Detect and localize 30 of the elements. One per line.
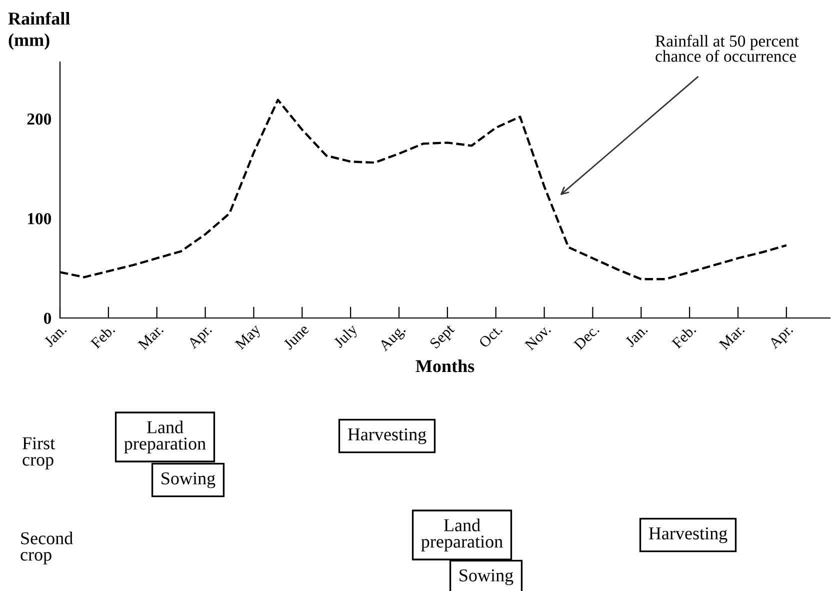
y-tick-label: 100 bbox=[28, 213, 52, 224]
x-tick-label: Aug. bbox=[378, 324, 408, 354]
x-tick-label: Jan. bbox=[624, 324, 648, 348]
x-tick-label: Feb. bbox=[670, 324, 696, 350]
text: Land preparation bbox=[124, 420, 206, 454]
text: Second crop bbox=[20, 532, 73, 564]
x-tick-label: July bbox=[332, 322, 360, 350]
text: Harvesting bbox=[348, 428, 426, 444]
x-tick-label: Feb. bbox=[90, 324, 116, 350]
y-tick-label: 0 bbox=[44, 312, 52, 324]
x-tick-label: Dec. bbox=[573, 324, 600, 350]
x-tick-label: Mar. bbox=[718, 324, 745, 350]
x-tick-label: Sept bbox=[429, 323, 458, 352]
x-tick-label: Apr. bbox=[186, 324, 214, 352]
x-axis-title: Months bbox=[416, 360, 474, 372]
x-tick-label: Oct. bbox=[478, 324, 503, 348]
x-tick-label: Apr. bbox=[768, 324, 796, 352]
text: Rainfall at 50 percent chance of occurrence bbox=[655, 34, 799, 62]
y-tick-label: 200 bbox=[27, 113, 52, 125]
text: Harvesting bbox=[648, 527, 728, 544]
x-tick-label: Mar. bbox=[137, 324, 164, 350]
x-tick-label: Nov. bbox=[524, 324, 552, 351]
text: Sowing bbox=[460, 569, 514, 586]
x-tick-label: May bbox=[234, 323, 264, 352]
text: Land preparation bbox=[421, 518, 503, 552]
x-tick-label: June bbox=[282, 324, 310, 350]
y-axis-title: Rainfall (mm) bbox=[8, 12, 70, 50]
text: First crop bbox=[22, 437, 56, 470]
text: Sowing bbox=[162, 472, 216, 488]
x-tick-label: Jan. bbox=[44, 324, 67, 348]
